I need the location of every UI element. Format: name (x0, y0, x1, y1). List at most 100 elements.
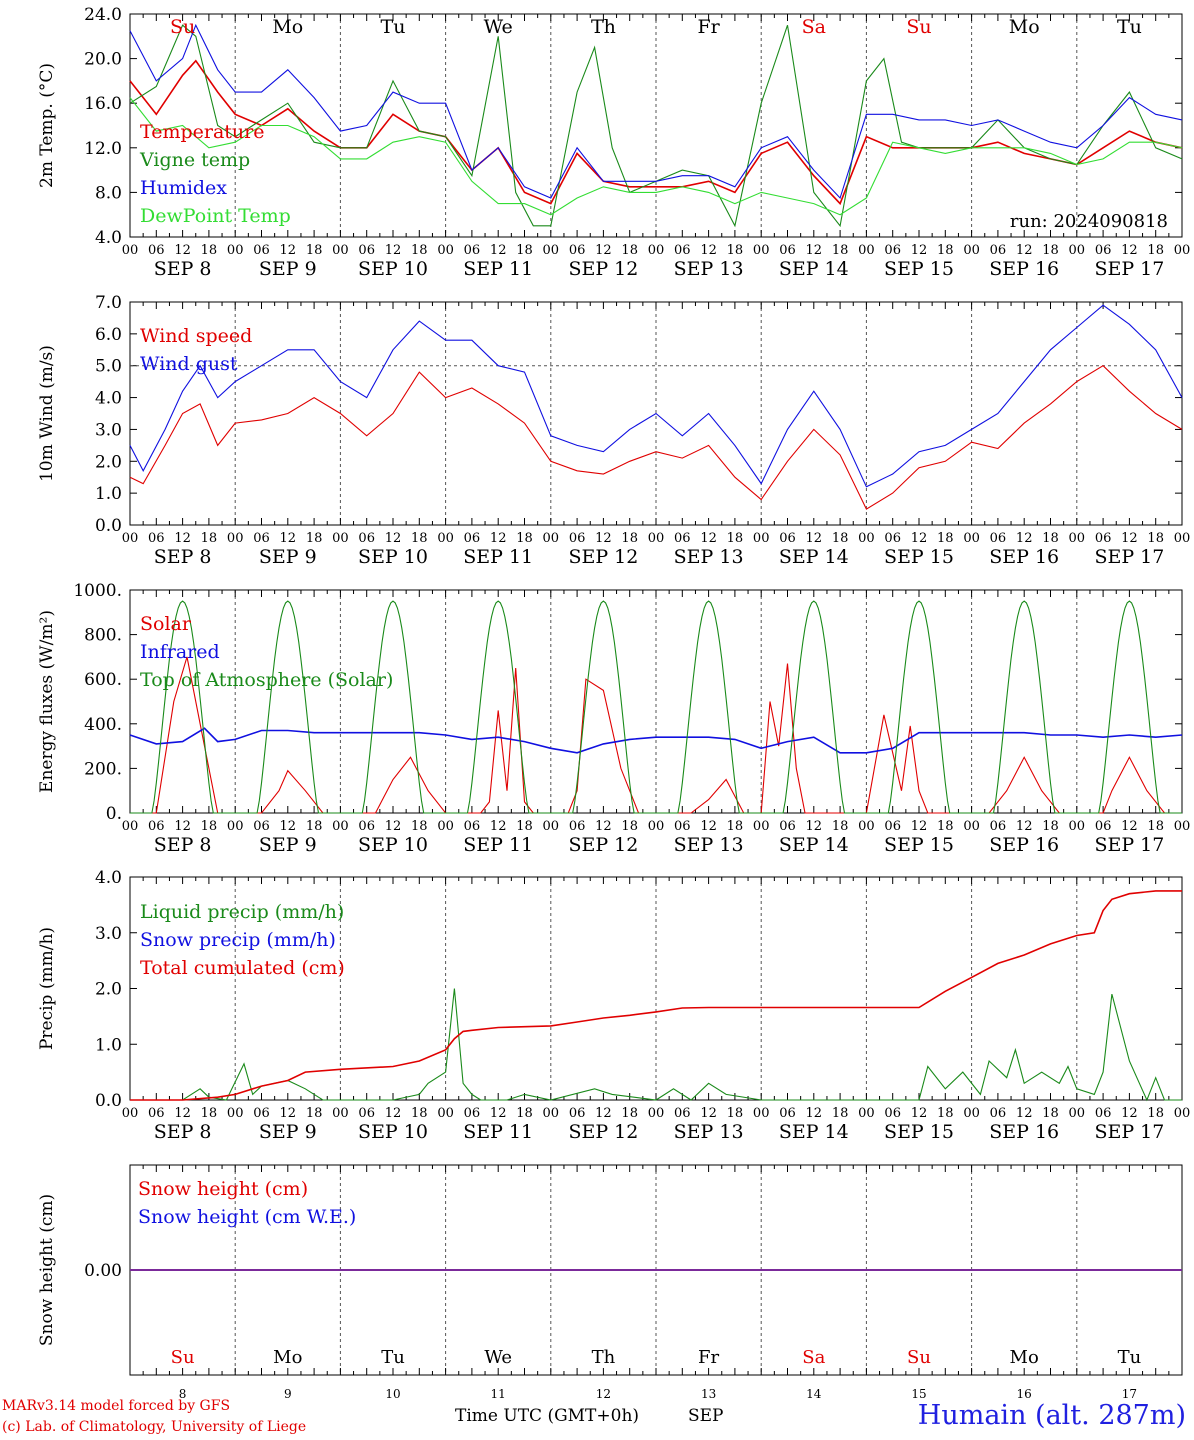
hour-tick-label: 12 (911, 1106, 928, 1121)
hour-tick-label: 18 (621, 819, 638, 834)
hour-tick-label: 00 (1069, 819, 1086, 834)
y-tick-label: 0.0 (95, 516, 122, 536)
hour-tick-label: 18 (516, 243, 533, 258)
hour-tick-label: 06 (569, 531, 586, 546)
hour-tick-label: 00 (858, 819, 875, 834)
hour-tick-label: 12 (385, 531, 402, 546)
hour-tick-label: 12 (280, 531, 297, 546)
hour-tick-label: 00 (1174, 1106, 1191, 1121)
y-tick-label: 6.0 (95, 325, 122, 345)
panel-5 (129, 1164, 1183, 1376)
hour-tick-label: 18 (1147, 243, 1164, 258)
date-label: SEP 10 (358, 258, 428, 280)
hour-tick-label: 18 (832, 1106, 849, 1121)
hour-tick-label: 12 (174, 243, 191, 258)
weekday-label: Su (906, 16, 931, 38)
hour-tick-label: 00 (858, 243, 875, 258)
date-label: SEP 12 (568, 546, 638, 568)
hour-tick-label: 12 (490, 1106, 507, 1121)
hour-tick-label: 12 (385, 243, 402, 258)
date-label: SEP 9 (259, 258, 317, 280)
hour-tick-label: 00 (437, 243, 454, 258)
hour-tick-label: 00 (122, 819, 139, 834)
date-label: SEP 13 (674, 258, 744, 280)
date-label: SEP 9 (259, 546, 317, 568)
run-label: run: 2024090818 (1010, 211, 1168, 232)
hour-tick-label: 00 (227, 1106, 244, 1121)
panel-2 (129, 301, 1183, 526)
hour-tick-label: 06 (253, 1106, 270, 1121)
hour-tick-label: 06 (569, 243, 586, 258)
hour-tick-label: 18 (1042, 1106, 1059, 1121)
hour-tick-label: 00 (227, 819, 244, 834)
date-label: SEP 17 (1094, 546, 1164, 568)
date-label: SEP 14 (779, 834, 849, 856)
day-number-label: 9 (284, 1387, 292, 1401)
hour-tick-label: 06 (253, 243, 270, 258)
y-tick-label: 5.0 (95, 357, 122, 377)
date-label: SEP 14 (779, 1121, 849, 1143)
date-label: SEP 12 (568, 258, 638, 280)
hour-tick-label: 06 (674, 1106, 691, 1121)
date-label: SEP 12 (568, 834, 638, 856)
date-label: SEP 17 (1094, 1121, 1164, 1143)
date-label: SEP 15 (884, 258, 954, 280)
hour-tick-label: 06 (148, 243, 165, 258)
hour-tick-label: 12 (911, 819, 928, 834)
hour-tick-label: 18 (201, 819, 218, 834)
y-tick-label: 8.0 (95, 183, 122, 203)
legend-entry: Solar (140, 613, 192, 635)
day-number-label: 13 (701, 1387, 716, 1401)
hour-tick-label: 18 (937, 243, 954, 258)
legend-entry: Snow precip (mm/h) (140, 929, 336, 951)
hour-tick-label: 06 (464, 819, 481, 834)
hour-tick-label: 12 (1016, 243, 1033, 258)
hour-tick-label: 00 (1069, 531, 1086, 546)
weekday-label: Mo (272, 16, 303, 38)
hour-tick-label: 00 (543, 243, 560, 258)
hour-tick-label: 06 (990, 819, 1007, 834)
hour-tick-label: 18 (201, 531, 218, 546)
date-label: SEP 15 (884, 1121, 954, 1143)
hour-tick-label: 18 (1147, 819, 1164, 834)
y-tick-label: 3.0 (95, 420, 122, 440)
legend-entry: Snow height (cm) (138, 1178, 308, 1200)
hour-tick-label: 00 (332, 1106, 349, 1121)
weekday-label: Tu (381, 1347, 405, 1368)
hour-tick-label: 00 (753, 531, 770, 546)
hour-tick-label: 06 (674, 819, 691, 834)
weekday-label: Sa (802, 16, 826, 38)
date-label: SEP 9 (259, 1121, 317, 1143)
hour-tick-label: 12 (385, 1106, 402, 1121)
date-label: SEP 15 (884, 834, 954, 856)
hour-tick-label: 00 (648, 243, 665, 258)
y-tick-label: 20.0 (84, 50, 122, 70)
y-tick-label: 1.0 (95, 484, 122, 504)
hour-tick-label: 18 (306, 531, 323, 546)
weekday-label: Mo (1010, 1347, 1039, 1368)
hour-tick-label: 12 (280, 819, 297, 834)
series-line-2 (129, 23, 1183, 200)
y-tick-label: 7.0 (95, 293, 122, 313)
date-label: SEP 8 (154, 546, 212, 568)
hour-tick-label: 06 (569, 819, 586, 834)
date-label: SEP 17 (1094, 258, 1164, 280)
hour-tick-label: 12 (595, 531, 612, 546)
x-axis-month: SEP (688, 1406, 724, 1426)
hour-tick-label: 06 (779, 1106, 796, 1121)
hour-tick-label: 06 (253, 819, 270, 834)
y-tick-label: 24.0 (84, 5, 122, 25)
hour-tick-label: 00 (858, 1106, 875, 1121)
day-number-label: 17 (1122, 1387, 1137, 1401)
hour-tick-label: 00 (543, 1106, 560, 1121)
y-tick-label: 400. (84, 715, 122, 735)
weekday-label: Tu (1117, 16, 1142, 38)
legend-entry: DewPoint Temp (140, 205, 291, 227)
hour-tick-label: 18 (1042, 819, 1059, 834)
hour-tick-label: 06 (990, 1106, 1007, 1121)
date-label: SEP 11 (463, 258, 533, 280)
hour-tick-label: 18 (516, 819, 533, 834)
hour-tick-label: 18 (306, 243, 323, 258)
hour-tick-label: 06 (464, 243, 481, 258)
hour-tick-label: 06 (674, 531, 691, 546)
